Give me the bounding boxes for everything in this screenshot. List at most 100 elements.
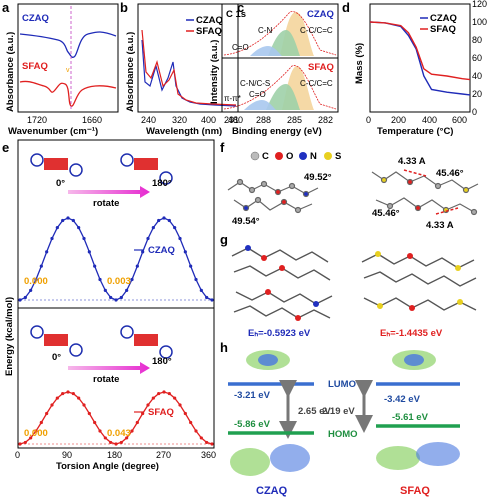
data-point: [87, 411, 91, 416]
svg-text:v: v: [66, 67, 70, 74]
data-point: [71, 218, 75, 223]
energy-level: -3.21 eV: [234, 390, 271, 401]
y-axis-label: Mass (%): [354, 43, 365, 84]
czaq-lumo-orbital: [246, 350, 290, 370]
data-point: [162, 390, 166, 394]
x-tick: 400: [422, 115, 437, 125]
data-point: [141, 411, 145, 416]
energy-level: -3.42 eV: [384, 394, 421, 405]
sfaq-curve: [141, 29, 237, 106]
panel-d: d CZAQ SFAQ 0 20 40 60 80 100 120 0 200 400 60…: [342, 0, 487, 137]
data-point: [210, 442, 214, 446]
x-tick: 90: [62, 450, 72, 460]
data-point: [173, 225, 177, 230]
molecule-name: SFAQ: [400, 485, 430, 497]
molecule-czaq-0deg: [30, 153, 83, 177]
data-point: [61, 218, 65, 223]
y-tick: 100: [472, 17, 487, 27]
data-point: [199, 288, 203, 293]
data-point: [55, 225, 59, 230]
x-tick: 180: [107, 450, 122, 460]
data-point: [119, 440, 123, 445]
y-axis-label: Absorbance (a.u.): [125, 32, 136, 112]
x-tick: 480: [228, 115, 243, 125]
energy-level: -5.86 eV: [234, 419, 271, 430]
panel-g: g Eₕ=-0.5923 eV Eₕ=-1.4435 eV: [220, 232, 477, 339]
data-point: [34, 277, 38, 282]
data-point: [77, 225, 81, 230]
data-point: [130, 429, 134, 433]
data-point: [23, 295, 27, 300]
x-tick: 0: [15, 450, 20, 460]
angle-label: 180°: [152, 178, 172, 189]
molecule-name: CZAQ: [256, 485, 288, 497]
legend-o: O: [286, 151, 293, 162]
y-tick: 0: [472, 107, 477, 117]
data-point: [183, 411, 187, 416]
x-tick: 1660: [82, 115, 102, 125]
molecule-sfaq-0deg: [30, 325, 83, 357]
data-point: [98, 429, 102, 433]
y-axis-label: Intensity (a.u.): [209, 40, 220, 104]
data-point: [151, 396, 155, 400]
data-point: [23, 440, 27, 445]
top-tag: CZAQ: [307, 9, 334, 20]
data-point: [45, 250, 49, 254]
data-point: [167, 218, 171, 223]
x-axis-label: Wavenumber (cm⁻¹): [8, 126, 98, 137]
peak-label: C-C/C=C: [300, 79, 333, 88]
data-point: [82, 403, 86, 407]
x-tick: 400: [201, 115, 216, 125]
legend-c: C: [262, 151, 269, 162]
energy-level: -5.61 eV: [392, 412, 429, 423]
data-point: [146, 236, 150, 241]
data-point: [178, 403, 182, 407]
data-point: [39, 420, 43, 425]
data-point: [157, 391, 161, 396]
dihedral-angle: 45.46°: [436, 168, 464, 179]
molecule-czaq-180deg: [120, 153, 173, 185]
angle-label: 0°: [52, 352, 61, 363]
rotate-arrow: [68, 186, 150, 198]
data-point: [29, 288, 33, 293]
data-point: [130, 277, 134, 282]
series-line-czaq: [19, 217, 213, 301]
panel-b: b CZAQ SFAQ 240 320 400 480 Wavelength (…: [120, 0, 243, 137]
data-point: [125, 288, 129, 293]
x-tick: 200: [391, 115, 406, 125]
x-tick: 240: [141, 115, 156, 125]
xps-title: C 1s: [226, 9, 246, 20]
y-tick: 40: [472, 71, 482, 81]
legend-sfaq: SFAQ: [430, 24, 456, 35]
x-axis-label: Wavelength (nm): [146, 126, 222, 137]
panel-label: e: [2, 140, 9, 155]
dihedral-angle: 45.46°: [372, 208, 400, 219]
data-point: [178, 236, 182, 241]
data-point: [135, 264, 139, 268]
data-point: [151, 225, 155, 230]
data-point: [61, 391, 65, 396]
data-point: [103, 436, 107, 440]
legend-czaq: CZAQ: [22, 13, 49, 24]
panel-f: f C O N S 49.52° 49.54°: [220, 140, 479, 231]
data-point: [66, 216, 70, 220]
angle-label: 180°: [152, 356, 172, 367]
y-tick: 20: [472, 89, 482, 99]
y-tick: 60: [472, 53, 482, 63]
atom-legend: C O N S: [250, 151, 341, 162]
energy-value: 0.043: [107, 428, 131, 439]
data-point: [194, 277, 198, 282]
data-point: [199, 436, 203, 440]
data-point: [119, 295, 123, 300]
panel-e: e 0° 180° rotate CZAQ 0.000 0.003: [2, 139, 216, 472]
czaq-curve: [141, 39, 237, 107]
peak-label: C-C/C=C: [300, 26, 333, 35]
czaq-homo-orbital: [230, 444, 310, 476]
data-point: [167, 391, 171, 396]
panel-label: d: [342, 0, 350, 15]
panel-a: a CZAQ SFAQ v 1720 1660 Wavenumber (cm⁻¹…: [2, 0, 119, 137]
peak-label: C=O: [249, 90, 266, 99]
peak-label: C-N: [258, 26, 272, 35]
x-tick: 360: [201, 450, 216, 460]
